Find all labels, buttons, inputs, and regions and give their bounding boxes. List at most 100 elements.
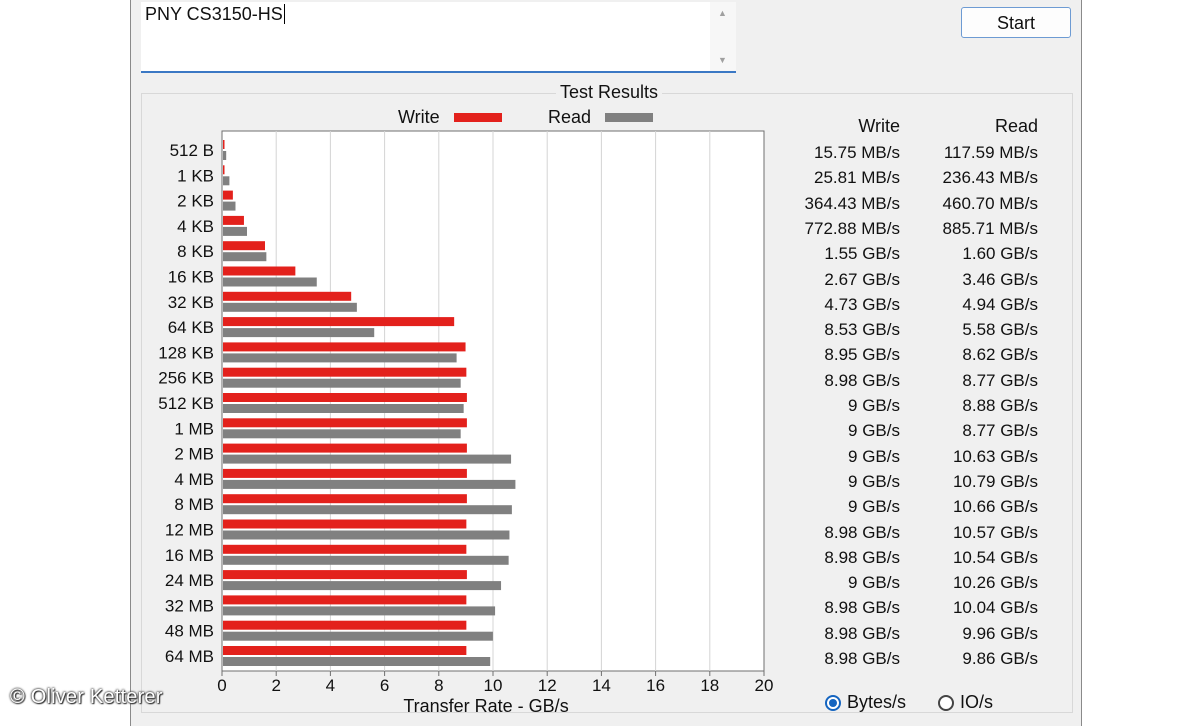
write-value: 8.98 GB/s — [824, 598, 900, 618]
read-value: 9.96 GB/s — [962, 623, 1038, 643]
read-value: 10.66 GB/s — [952, 497, 1038, 517]
y-category-label: 8 KB — [177, 242, 214, 261]
write-value: 15.75 MB/s — [814, 143, 900, 162]
read-bar — [223, 201, 236, 211]
write-value: 2.67 GB/s — [824, 269, 900, 289]
write-bar — [223, 494, 467, 504]
write-value: 9 GB/s — [848, 471, 900, 491]
y-category-label: 128 KB — [158, 343, 214, 362]
radio-bytes-label: Bytes/s — [847, 692, 907, 712]
write-value: 9 GB/s — [848, 497, 900, 517]
write-bar — [223, 241, 266, 251]
write-bar — [223, 342, 466, 352]
read-bar — [223, 530, 510, 540]
read-bar — [223, 479, 516, 489]
write-bar — [223, 595, 467, 605]
radio-unselected-icon[interactable] — [938, 694, 954, 711]
y-category-label: 8 MB — [174, 495, 214, 514]
y-category-label: 2 MB — [174, 445, 214, 464]
x-tick-label: 6 — [380, 676, 389, 695]
write-value: 9 GB/s — [848, 573, 900, 593]
read-bar — [223, 657, 491, 666]
read-value: 117.59 MB/s — [943, 143, 1038, 162]
write-bar — [223, 544, 467, 554]
legend-write: Write — [398, 107, 502, 128]
read-bar — [223, 581, 502, 591]
read-value: 885.71 MB/s — [942, 218, 1038, 238]
results-title: Test Results — [556, 82, 663, 103]
read-bar — [223, 429, 461, 439]
x-tick-label: 4 — [326, 676, 335, 695]
write-bar — [223, 393, 467, 402]
write-value: 8.98 GB/s — [824, 370, 900, 390]
write-bar — [223, 215, 244, 225]
read-bar — [223, 302, 357, 312]
drive-notes-text: PNY CS3150-HS — [145, 4, 283, 24]
radio-io-per-sec[interactable]: IO/s — [938, 692, 993, 713]
write-value: 9 GB/s — [848, 396, 900, 415]
scroll-up-arrow-icon[interactable]: ▲ — [718, 8, 727, 18]
write-bar — [223, 317, 455, 327]
read-bar — [223, 404, 464, 413]
write-value: 8.98 GB/s — [824, 623, 900, 643]
column-header-read: Read — [994, 116, 1038, 136]
y-category-label: 1 MB — [174, 419, 214, 438]
write-value: 1.55 GB/s — [824, 244, 900, 264]
x-tick-label: 18 — [700, 676, 719, 695]
read-bar — [223, 631, 493, 641]
read-value: 1.60 GB/s — [962, 244, 1038, 264]
read-value: 8.77 GB/s — [962, 370, 1038, 390]
read-value: 5.58 GB/s — [962, 320, 1038, 340]
legend-write-label: Write — [398, 107, 440, 127]
write-bar — [223, 570, 467, 580]
y-category-label: 16 MB — [165, 546, 214, 565]
y-category-label: 256 KB — [158, 369, 214, 388]
notes-scrollbar[interactable]: ▲ ▼ — [710, 2, 736, 71]
read-bar — [223, 252, 267, 262]
x-tick-label: 16 — [646, 676, 665, 695]
read-value: 4.94 GB/s — [962, 294, 1038, 314]
x-tick-label: 0 — [217, 676, 226, 695]
read-value: 8.77 GB/s — [962, 421, 1038, 441]
column-header-write: Write — [858, 116, 900, 136]
write-bar — [223, 266, 296, 276]
write-value: 25.81 MB/s — [814, 168, 900, 188]
read-bar — [223, 328, 375, 338]
x-tick-label: 10 — [484, 676, 503, 695]
write-bar — [223, 190, 233, 200]
x-tick-label: 8 — [434, 676, 443, 695]
x-tick-label: 14 — [592, 676, 611, 695]
copyright-watermark: © Oliver Ketterer — [10, 686, 163, 708]
y-category-label: 64 MB — [165, 647, 214, 666]
y-category-label: 2 KB — [177, 192, 214, 211]
y-category-label: 12 MB — [165, 521, 214, 540]
write-value: 9 GB/s — [848, 421, 900, 441]
x-tick-label: 12 — [538, 676, 557, 695]
y-category-label: 512 KB — [158, 394, 214, 413]
write-bar — [223, 620, 467, 630]
write-value: 8.98 GB/s — [824, 522, 900, 542]
radio-selected-icon[interactable] — [825, 694, 841, 711]
write-bar — [223, 140, 225, 149]
write-value: 772.88 MB/s — [804, 218, 900, 238]
y-category-label: 16 KB — [168, 268, 214, 287]
read-bar — [223, 277, 317, 287]
y-category-label: 64 KB — [168, 318, 214, 337]
read-bar — [223, 378, 461, 388]
read-bar — [223, 505, 512, 515]
read-value: 10.63 GB/s — [952, 446, 1038, 466]
write-value: 8.98 GB/s — [824, 547, 900, 567]
radio-bytes-per-sec[interactable]: Bytes/s — [825, 692, 906, 713]
read-value: 10.26 GB/s — [952, 573, 1038, 593]
drive-notes-input[interactable]: PNY CS3150-HS ▲ ▼ — [141, 2, 736, 73]
write-value: 9 GB/s — [848, 446, 900, 466]
start-button[interactable]: Start — [961, 7, 1071, 38]
write-value: 8.98 GB/s — [824, 649, 900, 668]
scroll-down-arrow-icon[interactable]: ▼ — [718, 55, 727, 65]
read-value: 8.88 GB/s — [962, 396, 1038, 415]
write-bar — [223, 519, 467, 529]
legend-read-swatch — [605, 113, 654, 122]
read-value: 10.79 GB/s — [952, 471, 1038, 491]
y-category-label: 512 B — [170, 141, 214, 160]
